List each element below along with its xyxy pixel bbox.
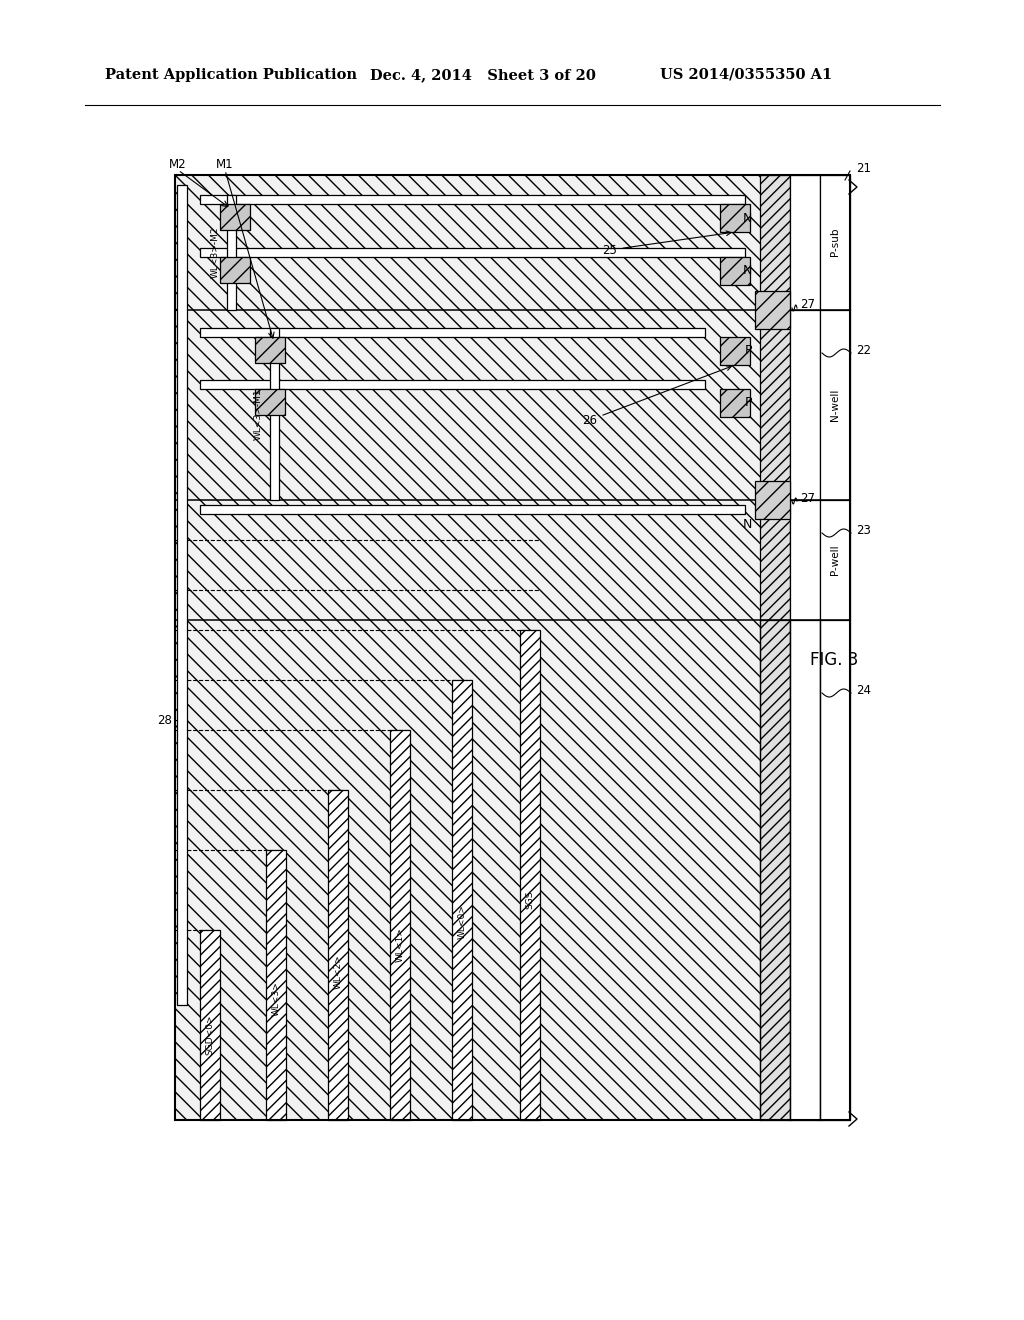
Text: 27: 27 xyxy=(800,491,815,504)
Bar xyxy=(760,620,790,1119)
Bar xyxy=(720,337,750,366)
Text: P-sub: P-sub xyxy=(830,228,840,256)
Bar xyxy=(390,730,410,1119)
Bar xyxy=(720,205,750,232)
Bar xyxy=(720,389,750,417)
Bar xyxy=(755,480,790,519)
Bar xyxy=(227,195,236,310)
Bar xyxy=(755,290,790,329)
Bar xyxy=(790,500,820,620)
Bar xyxy=(820,620,850,1119)
Bar xyxy=(255,337,285,363)
Bar xyxy=(820,500,850,620)
Text: N: N xyxy=(742,519,752,532)
Bar xyxy=(720,257,750,285)
Text: 21: 21 xyxy=(856,161,871,174)
Text: 23: 23 xyxy=(856,524,870,536)
Text: N-well: N-well xyxy=(830,389,840,421)
Text: SGS: SGS xyxy=(525,890,535,908)
Bar xyxy=(790,620,820,1119)
Bar xyxy=(200,195,745,205)
Bar xyxy=(175,176,850,1119)
Text: 26: 26 xyxy=(583,366,731,426)
Bar xyxy=(760,500,790,620)
Bar xyxy=(266,850,286,1119)
Text: 28: 28 xyxy=(157,714,172,726)
Text: WL<3>: WL<3> xyxy=(271,981,281,1016)
Text: 25: 25 xyxy=(602,231,731,256)
Bar xyxy=(200,327,705,337)
Text: P: P xyxy=(744,345,752,358)
Text: N: N xyxy=(742,211,752,224)
Bar xyxy=(820,310,850,500)
Text: WL<1>: WL<1> xyxy=(395,927,404,962)
Text: 22: 22 xyxy=(856,343,871,356)
Text: SGD<0>: SGD<0> xyxy=(206,1014,214,1055)
Text: P: P xyxy=(744,396,752,409)
Text: WL<3>-M2: WL<3>-M2 xyxy=(211,226,219,277)
Bar xyxy=(328,789,348,1119)
Bar xyxy=(452,680,472,1119)
Bar xyxy=(790,310,820,500)
Bar xyxy=(760,176,790,310)
Text: WL<0>: WL<0> xyxy=(458,904,467,940)
Text: 27: 27 xyxy=(800,298,815,312)
Text: WL<2>: WL<2> xyxy=(334,954,342,989)
Bar xyxy=(220,205,250,230)
Text: Dec. 4, 2014   Sheet 3 of 20: Dec. 4, 2014 Sheet 3 of 20 xyxy=(370,69,596,82)
Bar xyxy=(200,248,745,257)
Text: US 2014/0355350 A1: US 2014/0355350 A1 xyxy=(660,69,833,82)
Bar xyxy=(200,931,220,1119)
Text: P-well: P-well xyxy=(830,545,840,576)
Bar xyxy=(255,389,285,414)
Bar xyxy=(820,176,850,310)
Bar xyxy=(200,506,745,513)
Text: 24: 24 xyxy=(856,684,871,697)
Text: M1: M1 xyxy=(216,158,233,172)
Bar xyxy=(790,176,820,310)
Text: M2: M2 xyxy=(169,158,186,172)
Bar xyxy=(760,310,790,500)
Bar xyxy=(175,176,760,1119)
Bar xyxy=(200,380,705,389)
Bar xyxy=(270,327,279,500)
Bar xyxy=(520,630,540,1119)
Text: FIG. 3: FIG. 3 xyxy=(810,651,858,669)
Text: WL<3>-M1: WL<3>-M1 xyxy=(254,388,262,440)
Text: Patent Application Publication: Patent Application Publication xyxy=(105,69,357,82)
Text: N: N xyxy=(742,264,752,277)
Bar xyxy=(177,185,187,1005)
Bar xyxy=(220,257,250,282)
